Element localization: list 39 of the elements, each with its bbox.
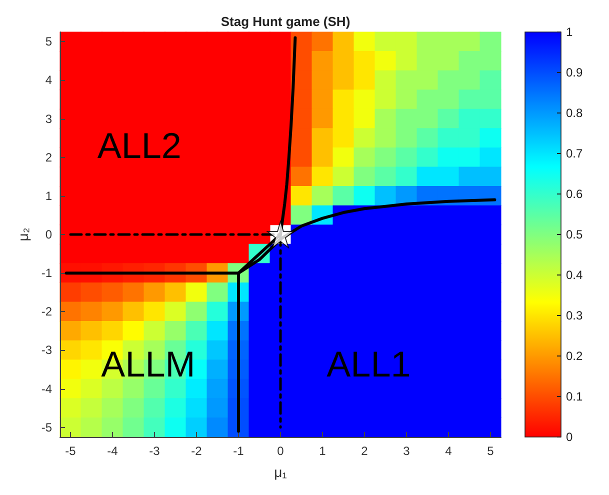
- color-bar-label: 0.2: [566, 349, 584, 363]
- color-bar-label: 0.7: [566, 146, 584, 160]
- annotation: ALLM: [101, 344, 196, 385]
- y-axis-title: μ₂: [15, 228, 31, 242]
- y-tick-label: 2: [45, 150, 52, 164]
- x-tick-label: 5: [487, 444, 494, 458]
- y-tick-label: 0: [45, 228, 52, 242]
- annotation: ALL2: [97, 124, 182, 166]
- y-tick-label: 1: [45, 188, 52, 203]
- chart-title: Stag Hunt game (SH): [220, 14, 350, 29]
- x-tick-label: 3: [403, 444, 410, 458]
- color-bar-label: 0.3: [566, 308, 584, 322]
- y-tick-label: -5: [41, 420, 52, 434]
- x-tick-label: -5: [65, 444, 76, 458]
- color-bar-label: 1: [566, 25, 573, 39]
- x-tick-label: 4: [445, 444, 452, 458]
- color-bar-label: 0: [566, 430, 573, 444]
- x-tick-label: 1: [319, 444, 326, 458]
- x-tick-label: 0: [277, 444, 284, 458]
- color-bar-label: 0.5: [566, 228, 584, 242]
- color-bar-label: 0.6: [566, 187, 584, 201]
- color-bar-label: 0.1: [566, 390, 584, 404]
- y-tick-label: 4: [45, 73, 52, 88]
- color-bar-label: 0.9: [566, 66, 584, 80]
- x-tick-label: -3: [149, 444, 160, 458]
- color-bar-label: 0.8: [566, 106, 584, 120]
- x-axis-title: μ₁: [274, 464, 288, 480]
- y-tick-label: -1: [41, 266, 52, 280]
- x-tick-label: -4: [107, 444, 118, 458]
- x-tick-label: -1: [233, 444, 244, 458]
- annotation: ALL1: [326, 344, 411, 385]
- y-tick-label: 3: [45, 112, 52, 126]
- x-tick-label: 2: [361, 444, 368, 458]
- y-tick-label: -2: [41, 304, 52, 319]
- color-bar-label: 0.4: [566, 268, 584, 282]
- y-tick-label: 5: [45, 34, 52, 49]
- x-tick-label: -2: [191, 444, 202, 458]
- y-tick-label: -3: [41, 343, 52, 358]
- y-tick-label: -4: [41, 382, 52, 396]
